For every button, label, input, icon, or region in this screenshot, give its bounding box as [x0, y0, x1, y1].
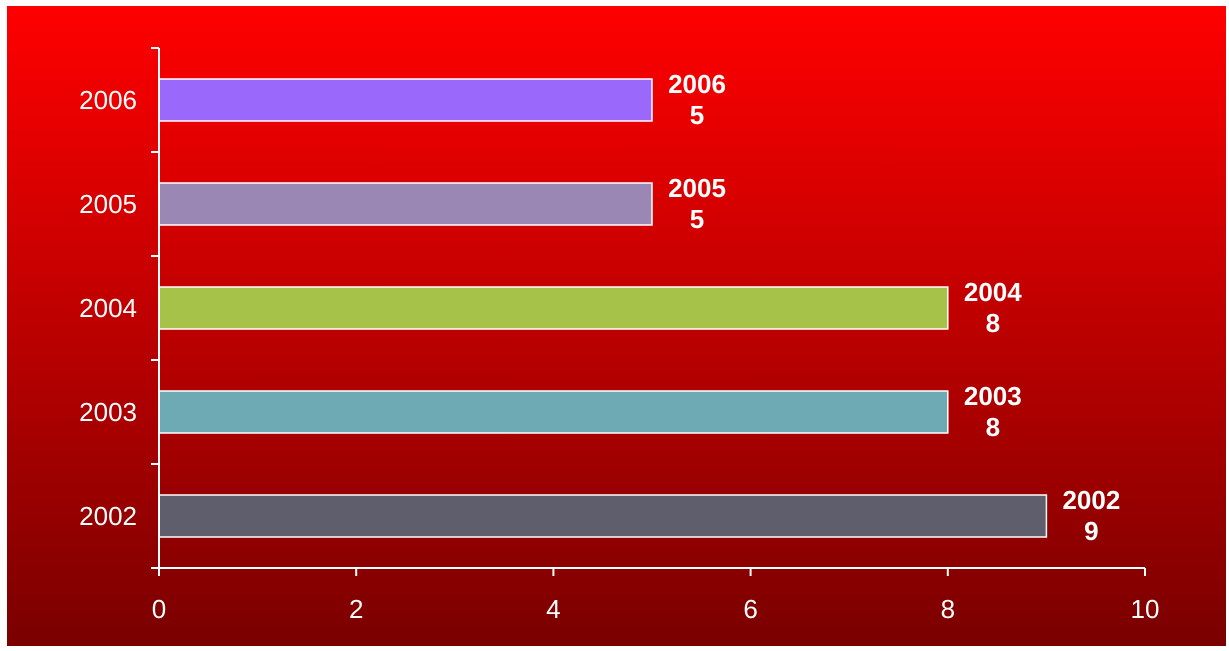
- x-tick-label-8: 8: [941, 594, 955, 624]
- data-label-2005: 2005 5: [668, 173, 726, 234]
- data-label-category: 2005: [668, 173, 726, 203]
- data-label-2004: 2004 8: [964, 277, 1022, 338]
- bars-layer: [158, 78, 1048, 538]
- data-label-category: 2003: [964, 381, 1022, 411]
- y-tick-label-2003: 2003: [79, 397, 137, 427]
- bar-2004: [158, 286, 949, 330]
- data-label-2006: 2006 5: [668, 69, 726, 130]
- x-tick-label-6: 6: [743, 594, 757, 624]
- data-label-value: 9: [1084, 516, 1098, 546]
- y-tick-label-2002: 2002: [79, 501, 137, 531]
- x-tick-label-10: 10: [1131, 594, 1160, 624]
- bar-2006: [158, 78, 653, 122]
- data-label-category: 2002: [1062, 485, 1120, 515]
- bar-2003: [158, 390, 949, 434]
- data-label-value: 5: [690, 204, 704, 234]
- x-tick-label-0: 0: [152, 594, 166, 624]
- x-tick-label-2: 2: [349, 594, 363, 624]
- data-label-value: 5: [690, 100, 704, 130]
- x-tick-label-4: 4: [546, 594, 560, 624]
- bar-2005: [158, 182, 653, 226]
- bar-2002: [158, 494, 1048, 538]
- y-tick-label-2004: 2004: [79, 293, 137, 323]
- data-label-2002: 2002 9: [1062, 485, 1120, 546]
- y-tick-label-2006: 2006: [79, 85, 137, 115]
- data-label-category: 2006: [668, 69, 726, 99]
- data-label-value: 8: [986, 412, 1000, 442]
- chart-frame: 0 2 4 6 8 10 2002 2003 2004 2005 2006 2002 9 2003 8 200…: [7, 6, 1226, 646]
- axes-layer: [151, 47, 1146, 576]
- data-label-2003: 2003 8: [964, 381, 1022, 442]
- data-label-value: 8: [986, 308, 1000, 338]
- y-tick-label-2005: 2005: [79, 189, 137, 219]
- data-label-category: 2004: [964, 277, 1022, 307]
